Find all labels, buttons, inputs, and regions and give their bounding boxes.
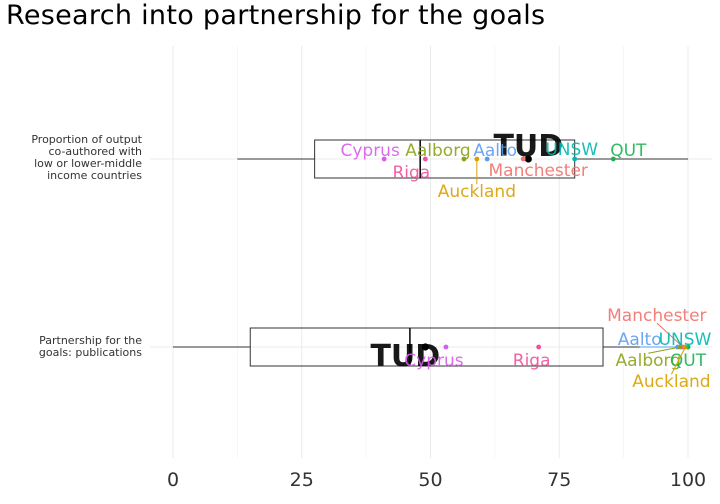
- chart-title: Research into partnership for the goals: [6, 0, 546, 31]
- x-tick-label: 50: [418, 469, 442, 491]
- data-point: [572, 156, 578, 162]
- data-label: QUT: [670, 351, 707, 371]
- data-label: Manchester: [488, 161, 587, 181]
- category-label-line: Partnership for the: [39, 334, 142, 347]
- category-label-line: Proportion of output: [31, 133, 142, 146]
- data-point: [422, 156, 428, 162]
- data-label: Auckland: [632, 372, 710, 392]
- data-point: [536, 344, 542, 350]
- data-point: [461, 156, 467, 162]
- data-point: [610, 156, 616, 162]
- data-label: UNSW: [659, 330, 712, 350]
- x-tick-label: 25: [290, 469, 314, 491]
- data-point: [421, 343, 429, 351]
- x-tick-label: 100: [670, 469, 706, 491]
- data-label: Cyprus: [404, 351, 463, 371]
- category-label-line: co-authored with: [48, 145, 142, 158]
- data-point: [443, 344, 449, 350]
- category-label-line: goals: publications: [38, 346, 142, 359]
- data-label: TUD: [370, 339, 440, 374]
- data-point: [381, 156, 387, 162]
- data-label: UNSW: [545, 140, 598, 160]
- data-label: Riga: [392, 163, 430, 183]
- label-leader: [656, 322, 684, 348]
- data-label: Riga: [513, 351, 551, 371]
- category-label-line: low or lower-middle: [34, 157, 142, 170]
- box: [249, 327, 604, 367]
- data-point: [520, 156, 526, 162]
- category-label-line: income countries: [47, 169, 142, 182]
- data-point: [484, 156, 490, 162]
- data-label: Aalto: [618, 330, 662, 350]
- data-label: TUD: [493, 129, 563, 164]
- x-tick-label: 0: [167, 469, 179, 491]
- data-label: Aalto: [473, 141, 517, 161]
- data-label: Manchester: [607, 306, 706, 326]
- x-tick-label: 75: [547, 469, 571, 491]
- data-label: Cyprus: [340, 141, 399, 161]
- data-label: QUT: [610, 141, 647, 161]
- data-point: [524, 155, 532, 163]
- category-label-0: Proportion of output co-authored with lo…: [31, 134, 142, 182]
- data-label: Auckland: [438, 182, 516, 202]
- data-label: Aalborg: [405, 141, 470, 161]
- label-leader: [648, 346, 681, 354]
- data-label: Aalborg: [616, 351, 681, 371]
- category-label-1: Partnership for the goals: publications: [39, 335, 142, 359]
- label-leader: [670, 346, 686, 375]
